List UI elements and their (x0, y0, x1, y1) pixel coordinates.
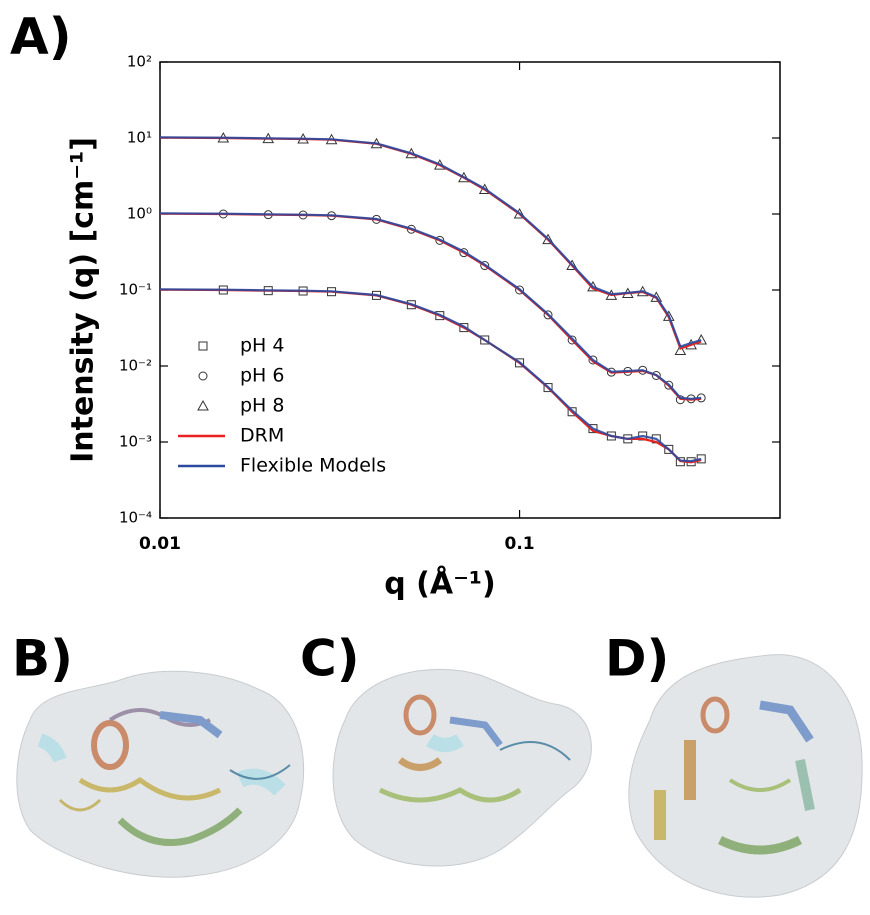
legend-swatch (198, 401, 208, 410)
legend-swatch (199, 372, 207, 380)
legend-label: DRM (240, 425, 284, 447)
legend-label: Flexible Models (240, 455, 386, 477)
panel-label: D) (605, 630, 669, 688)
panel-label: A) (10, 8, 72, 66)
legend-label: pH 8 (240, 395, 284, 417)
y-tick-label: 10⁻⁴ (119, 509, 152, 527)
y-tick-label: 10⁻¹ (119, 281, 152, 299)
fit-line (160, 137, 701, 346)
y-tick-label: 10¹ (127, 129, 152, 147)
y-tick-label: 10⁻² (119, 357, 152, 375)
panel-label: B) (12, 630, 73, 688)
panel-label: C) (300, 630, 360, 688)
x-tick-label: 0.01 (139, 534, 181, 554)
x-axis-label: q (Å⁻¹) (384, 565, 496, 602)
y-tick-label: 10⁻³ (119, 433, 152, 451)
structure-d (629, 655, 862, 898)
y-axis-label: Intensity (q) [cm⁻¹] (66, 137, 101, 463)
legend-swatch (199, 342, 207, 350)
legend-label: pH 4 (240, 335, 284, 357)
y-tick-label: 10² (127, 53, 152, 71)
legend-label: pH 6 (240, 365, 284, 387)
figure: A) q (Å⁻¹) Intensity (q) [cm⁻¹] B) C) (0, 0, 870, 911)
structure-c (333, 669, 591, 866)
y-tick-label: 10⁰ (127, 205, 152, 223)
x-tick-label: 0.1 (505, 534, 535, 554)
fit-line (160, 138, 701, 349)
structure-b (17, 671, 304, 877)
